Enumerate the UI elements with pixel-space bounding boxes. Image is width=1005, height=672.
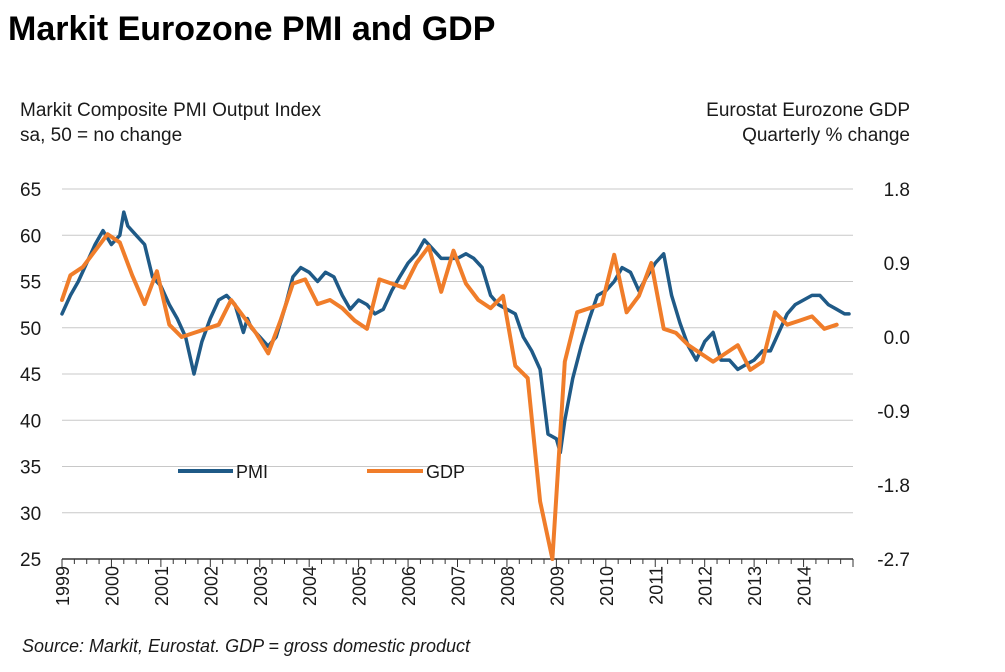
- x-tick-label: 2012: [696, 566, 716, 606]
- x-tick-label: 2010: [597, 566, 617, 606]
- x-tick-label: 2004: [300, 566, 320, 606]
- legend-label-gdp: GDP: [426, 462, 465, 482]
- x-tick-label: 2005: [350, 566, 370, 606]
- left-axis-label-line1: Markit Composite PMI Output Index: [20, 100, 321, 121]
- x-tick-label: 2001: [152, 566, 172, 606]
- left-tick-label: 65: [20, 180, 41, 201]
- left-tick-label: 45: [20, 365, 41, 386]
- x-tick-label: 2007: [449, 566, 469, 606]
- series-line-pmi: [60, 210, 851, 455]
- x-tick-label: 2003: [251, 566, 271, 606]
- right-axis-label-line2: Quarterly % change: [742, 125, 910, 146]
- x-tick-label: 2002: [201, 566, 221, 606]
- legend-label-pmi: PMI: [236, 462, 268, 482]
- left-tick-label: 55: [20, 273, 41, 294]
- right-tick-label: -1.8: [877, 476, 910, 497]
- left-tick-label: 30: [20, 504, 41, 525]
- left-tick-label: 25: [20, 550, 41, 571]
- x-tick-label: 2011: [646, 566, 666, 605]
- x-tick-label: 1999: [53, 566, 73, 606]
- right-tick-label: -0.9: [877, 402, 910, 423]
- x-tick-label: 2006: [399, 566, 419, 606]
- x-tick-label: 2009: [547, 566, 567, 606]
- series-line-gdp: [60, 232, 839, 561]
- x-tick-label: 2014: [795, 566, 815, 606]
- left-axis-label-line2: sa, 50 = no change: [20, 125, 183, 146]
- left-tick-label: 60: [20, 226, 41, 247]
- right-tick-label: 0.0: [884, 328, 910, 349]
- right-tick-label: -2.7: [877, 550, 910, 571]
- x-tick-label: 2013: [745, 566, 765, 606]
- page-title: Markit Eurozone PMI and GDP: [8, 10, 496, 48]
- left-tick-label: 50: [20, 319, 41, 340]
- left-tick-label: 35: [20, 458, 41, 479]
- x-tick-label: 2008: [498, 566, 518, 606]
- right-tick-label: 0.9: [884, 254, 910, 275]
- right-axis-label: Eurostat Eurozone GDP Quarterly % change: [706, 98, 910, 148]
- left-axis-label: Markit Composite PMI Output Index sa, 50…: [20, 98, 321, 148]
- left-tick-label: 40: [20, 411, 41, 432]
- x-tick-label: 2000: [102, 566, 122, 606]
- source-note: Source: Markit, Eurostat. GDP = gross do…: [22, 636, 471, 656]
- right-tick-label: 1.8: [884, 180, 910, 201]
- right-axis-label-line1: Eurostat Eurozone GDP: [706, 100, 910, 121]
